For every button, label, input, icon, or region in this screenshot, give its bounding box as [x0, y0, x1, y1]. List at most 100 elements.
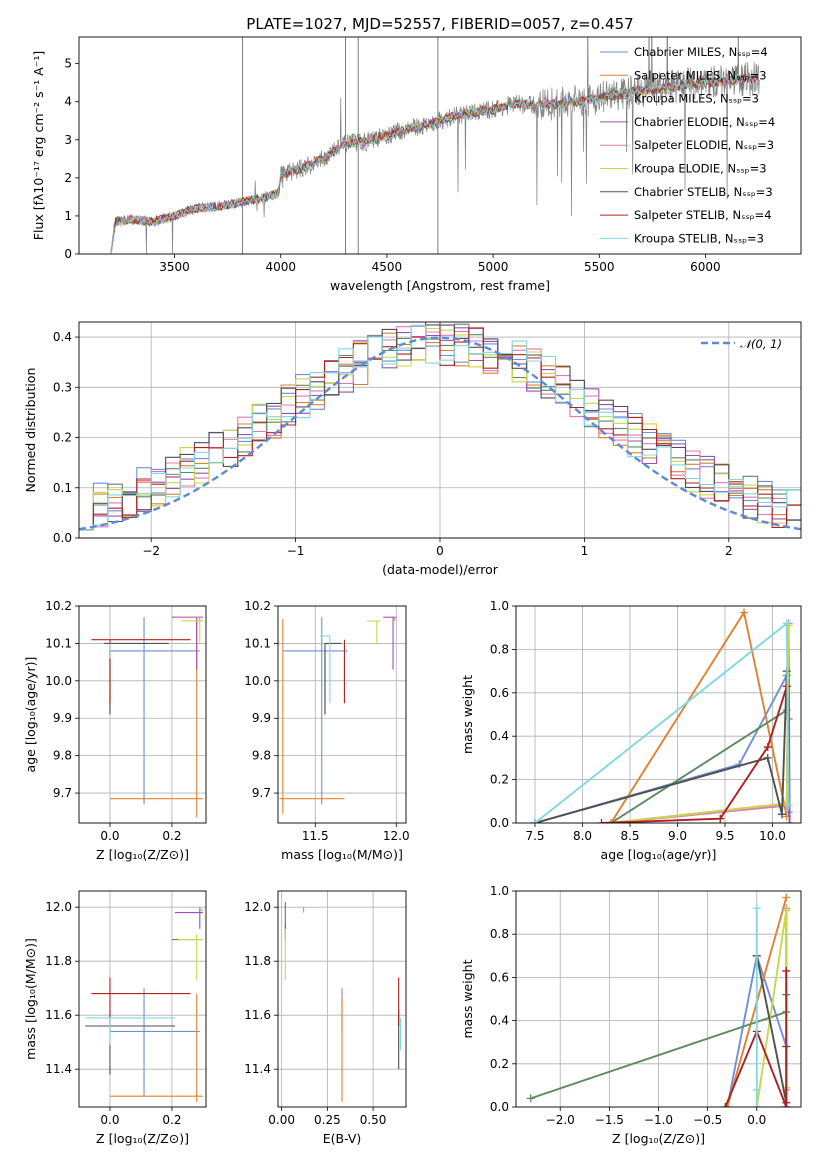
histogram-ylabel: Normed distribution [23, 368, 38, 493]
x-tick-label: 0.0 [747, 1113, 766, 1127]
weight-marker-salpeter-miles [740, 608, 748, 617]
age_weight-xlabel: age [log₁₀(age/yr)] [601, 847, 717, 862]
ebv_mass-xlabel: E(B-V) [323, 1131, 362, 1146]
spectrum-plot [110, 37, 760, 254]
x-tick-label: 0.25 [314, 1113, 341, 1127]
x-tick-label: 0.00 [268, 1113, 295, 1127]
mass_age-xlabel: mass [log₁₀(M/M⊙)] [281, 847, 403, 862]
mass_age-plot [279, 616, 397, 814]
x-tick-label: 8.5 [620, 829, 639, 843]
y-tick-label: 12.0 [45, 900, 72, 914]
y-tick-label: 0.2 [490, 773, 509, 787]
point-chabrier-miles [109, 617, 200, 805]
point-kroupa-elodie [181, 620, 203, 644]
x-tick-label: 0.2 [162, 829, 181, 843]
weight-marker-salpeter-stelib [721, 1103, 730, 1107]
point-kroupa-elodie [367, 620, 381, 644]
y-tick-label: 11.8 [45, 954, 72, 968]
point-kroupa-stelib [85, 1017, 176, 1045]
z_weight-frame [515, 890, 802, 1108]
z_mass-xlabel: Z [log₁₀(Z/Z⊙)] [96, 1131, 189, 1146]
y-tick-label: 0.0 [53, 531, 72, 545]
y-tick-label: 0.4 [490, 729, 509, 743]
weight-marker-salpeter-stelib [782, 1103, 791, 1107]
y-tick-label: 11.6 [45, 1008, 72, 1022]
weight-marker-chabrier-stelib [763, 753, 772, 762]
point-salpeter-miles [279, 619, 345, 814]
legend-label-chabrier-stelib: Chabrier STELIB, Nₛₛₚ=3 [634, 185, 773, 199]
x-tick-label: 9.0 [668, 829, 687, 843]
y-tick-label: 10.0 [244, 674, 271, 688]
weight-line-salpeter-stelib [601, 686, 788, 823]
legend-label-salpeter-elodie: Salpeter ELODIE, Nₛₛₚ=3 [634, 138, 774, 152]
z_mass-ylabel: mass [log₁₀(M/M⊙)] [23, 938, 38, 1060]
x-tick-label: 12.0 [383, 829, 410, 843]
weight-marker-kroupa-stelib [752, 1085, 761, 1094]
y-tick-label: 11.4 [45, 1062, 72, 1076]
point-chabrier-miles [109, 988, 200, 1097]
model-spectrum-kroupa-stelib [110, 73, 759, 254]
y-tick-label: 0.0 [490, 1100, 509, 1114]
x-tick-label: 4000 [265, 260, 296, 274]
x-tick-label: 11.5 [302, 829, 329, 843]
weight-marker-kroupa-stelib [531, 819, 539, 823]
x-tick-label: 6000 [690, 260, 721, 274]
x-tick-label: −0.5 [693, 1113, 722, 1127]
y-tick-label: 0.2 [53, 431, 72, 445]
x-tick-label: 0.0 [100, 829, 119, 843]
weight-marker-kroupa-stelib [784, 801, 793, 810]
y-tick-label: 10.1 [45, 636, 72, 650]
spectrum-ylabel: Flux [fλ10⁻¹⁷ erg cm⁻² s⁻¹ A⁻¹] [31, 51, 46, 240]
y-tick-label: 3 [64, 133, 72, 147]
age_weight-plot [531, 608, 794, 823]
histogram-frame [78, 321, 802, 539]
weight-marker-kroupa-stelib [752, 904, 761, 913]
y-tick-label: 1.0 [490, 599, 509, 613]
weight-marker-chabrier-stelib [778, 810, 786, 819]
histogram-axes: −2 −1 0 1 2 0.0 0.1 0.2 0.3 0.4 (data-model)/error… [23, 322, 801, 577]
y-tick-label: 0.0 [490, 816, 509, 830]
x-tick-label: −1.0 [644, 1113, 673, 1127]
weight-marker-kroupa-stelib [782, 619, 791, 628]
normal-distribution-curve [79, 336, 801, 531]
histogram-plot [79, 322, 801, 531]
z_age-frame [78, 605, 207, 824]
age_weight-ylabel: mass weight [460, 675, 475, 754]
y-tick-label: 9.8 [252, 749, 271, 763]
x-tick-label: 1 [581, 544, 589, 558]
spectrum-xlabel: wavelength [Angstrom, rest frame] [330, 278, 550, 293]
y-tick-label: 9.9 [252, 711, 271, 725]
weight-marker-kroupa-elodie [607, 819, 615, 823]
x-tick-label: −2.0 [546, 1113, 575, 1127]
z_mass-frame [78, 890, 207, 1108]
x-tick-label: 0 [436, 544, 444, 558]
legend-label-chabrier-miles: Chabrier MILES, Nₛₛₚ=4 [634, 45, 768, 59]
x-tick-label: 4500 [372, 260, 403, 274]
point-chabrier-miles [282, 617, 348, 805]
ebv_mass-frame [277, 890, 407, 1108]
point-kroupa-stelib [320, 635, 331, 704]
weight-line-salpeter-stelib [724, 970, 788, 1107]
weight-marker-chabrier-elodie [785, 819, 794, 823]
y-tick-label: 10.1 [244, 636, 271, 650]
spectrum-title: PLATE=1027, MJD=52557, FIBERID=0057, z=0… [246, 15, 633, 33]
x-tick-label: −1.5 [595, 1113, 624, 1127]
y-tick-label: 9.7 [53, 786, 72, 800]
mass_age-frame [277, 605, 407, 824]
weight-marker-salpeter-stelib [782, 966, 791, 975]
x-tick-label: 9.5 [715, 829, 734, 843]
weight-marker-salpeter-stelib [716, 814, 725, 823]
z_weight-plot [526, 893, 791, 1107]
y-tick-label: 9.9 [53, 711, 72, 725]
x-tick-label: 5000 [478, 260, 509, 274]
legend-label-salpeter-miles: Salpeter MILES, Nₛₛₚ=3 [634, 68, 767, 82]
y-tick-label: 10.2 [244, 599, 271, 613]
spectrum-legend: Chabrier MILES, Nₛₛₚ=4 Salpeter MILES, Nₛ… [600, 45, 775, 245]
x-tick-label: 0.50 [360, 1113, 387, 1127]
point-salpeter-elodie [394, 616, 397, 621]
z_age-axes: 0.0 0.2 9.7 9.8 9.9 10.0 10.1 10.2 Z [log₁₀(Z/Z⊙… [23, 599, 206, 862]
y-tick-label: 1 [64, 209, 72, 223]
weight-line-chabrier-stelib [534, 671, 788, 823]
point-salpeter-elodie [199, 907, 203, 911]
weight-marker-kroupa-miles [526, 1094, 535, 1103]
